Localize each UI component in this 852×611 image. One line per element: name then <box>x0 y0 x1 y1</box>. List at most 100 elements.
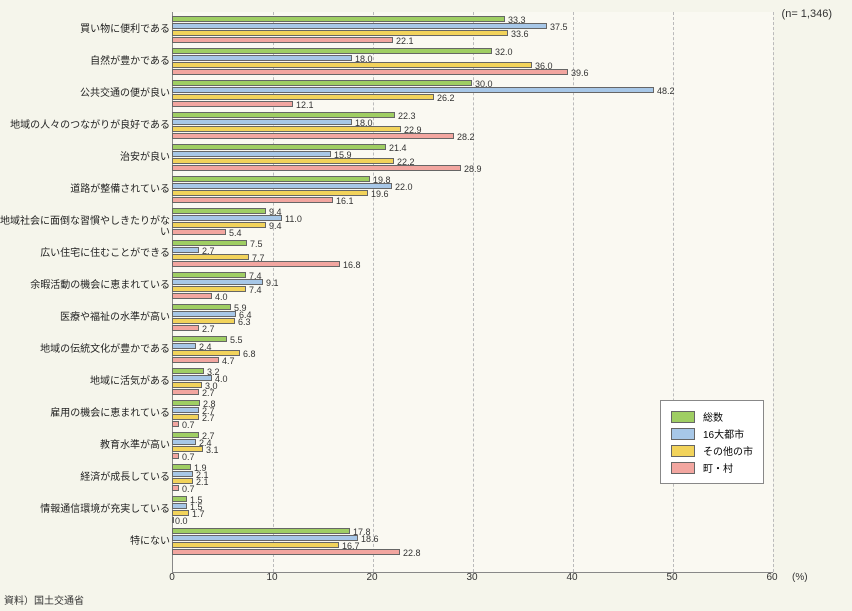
category-group: 情報通信環境が充実している1.51.51.70.0 <box>0 496 852 523</box>
bar-other <box>172 62 532 68</box>
bar-value-label: 4.7 <box>222 356 235 366</box>
x-tick-label: 10 <box>257 572 287 583</box>
category-group: 地域の人々のつながりが良好である22.318.022.928.2 <box>0 112 852 139</box>
bar-value-label: 37.5 <box>550 22 568 32</box>
bar-total <box>172 272 246 278</box>
bar-big16 <box>172 23 547 29</box>
category-group: 広い住宅に住むことができる7.52.77.716.8 <box>0 240 852 267</box>
bar-value-label: 2.7 <box>202 324 215 334</box>
bar-value-label: 12.1 <box>296 100 314 110</box>
x-tick-label: 50 <box>657 572 687 583</box>
bar-town <box>172 357 219 363</box>
category-label: 地域の伝統文化が豊かである <box>0 344 170 355</box>
bar-value-label: 9.1 <box>266 278 279 288</box>
bar-value-label: 6.3 <box>238 317 251 327</box>
bar-big16 <box>172 55 352 61</box>
bar-town <box>172 453 179 459</box>
bar-big16 <box>172 439 196 445</box>
category-label: 地域に活気がある <box>0 376 170 387</box>
bar-town <box>172 517 174 523</box>
bar-value-label: 0.7 <box>182 420 195 430</box>
bar-big16 <box>172 503 187 509</box>
bar-value-label: 9.4 <box>269 221 282 231</box>
bar-other <box>172 254 249 260</box>
bar-value-label: 0.0 <box>175 516 188 526</box>
bar-big16 <box>172 183 392 189</box>
category-group: 特にない17.818.616.722.8 <box>0 528 852 555</box>
category-label: 公共交通の便が良い <box>0 88 170 99</box>
bar-town <box>172 69 568 75</box>
bar-total <box>172 176 370 182</box>
category-group: 自然が豊かである32.018.036.039.6 <box>0 48 852 75</box>
x-tick-label: 20 <box>357 572 387 583</box>
bar-value-label: 26.2 <box>437 93 455 103</box>
bar-other <box>172 222 266 228</box>
bar-big16 <box>172 407 199 413</box>
legend-item: 総数 <box>671 409 753 424</box>
bar-other <box>172 158 394 164</box>
x-axis-unit: (%) <box>792 572 808 583</box>
category-label: 自然が豊かである <box>0 56 170 67</box>
category-label: 買い物に便利である <box>0 24 170 35</box>
bar-value-label: 28.9 <box>464 164 482 174</box>
category-group: 公共交通の便が良い30.048.226.212.1 <box>0 80 852 107</box>
bar-total <box>172 528 350 534</box>
bar-value-label: 48.2 <box>657 86 675 96</box>
bar-town <box>172 133 454 139</box>
bar-value-label: 6.8 <box>243 349 256 359</box>
bar-other <box>172 126 401 132</box>
bar-total <box>172 496 187 502</box>
bar-value-label: 22.8 <box>403 548 421 558</box>
bar-total <box>172 208 266 214</box>
bar-value-label: 11.0 <box>285 214 302 224</box>
bar-total <box>172 368 204 374</box>
bar-town <box>172 389 199 395</box>
bar-town <box>172 485 179 491</box>
category-label: 雇用の機会に恵まれている <box>0 408 170 419</box>
bar-value-label: 33.6 <box>511 29 529 39</box>
bar-total <box>172 80 472 86</box>
legend-item: 町・村 <box>671 460 753 475</box>
category-label: 道路が整備されている <box>0 184 170 195</box>
bar-town <box>172 261 340 267</box>
x-axis: 0102030405060(%) <box>172 572 792 592</box>
bar-big16 <box>172 215 282 221</box>
x-tick-label: 40 <box>557 572 587 583</box>
bar-value-label: 18.6 <box>361 534 379 544</box>
bar-other <box>172 286 246 292</box>
source-label: 資料）国土交通省 <box>4 592 84 607</box>
bar-other <box>172 30 508 36</box>
bar-town <box>172 101 293 107</box>
category-label: 余暇活動の機会に恵まれている <box>0 280 170 291</box>
bar-town <box>172 293 212 299</box>
bar-town <box>172 325 199 331</box>
bar-total <box>172 144 386 150</box>
legend-label: 町・村 <box>703 460 733 475</box>
category-label: 経済が成長している <box>0 472 170 483</box>
category-label: 特にない <box>0 536 170 547</box>
category-group: 地域に活気がある3.24.03.02.7 <box>0 368 852 395</box>
bar-total <box>172 464 191 470</box>
bar-value-label: 5.4 <box>229 228 242 238</box>
bar-big16 <box>172 535 358 541</box>
bar-value-label: 39.6 <box>571 68 589 78</box>
x-tick-label: 0 <box>157 572 187 583</box>
bar-value-label: 28.2 <box>457 132 475 142</box>
legend: 総数16大都市その他の市町・村 <box>660 400 764 484</box>
category-label: 情報通信環境が充実している <box>0 504 170 515</box>
bar-town <box>172 165 461 171</box>
bar-value-label: 16.1 <box>336 196 354 206</box>
bar-big16 <box>172 119 352 125</box>
bar-value-label: 1.7 <box>192 509 205 519</box>
category-group: 地域社会に面倒な習慣やしきたりがない9.411.09.45.4 <box>0 208 852 235</box>
category-group: 治安が良い21.415.922.228.9 <box>0 144 852 171</box>
bar-town <box>172 549 400 555</box>
legend-swatch <box>671 428 695 440</box>
category-group: 地域の伝統文化が豊かである5.52.46.84.7 <box>0 336 852 363</box>
bar-value-label: 7.4 <box>249 285 262 295</box>
bar-value-label: 19.6 <box>371 189 389 199</box>
category-group: 医療や福祉の水準が高い5.96.46.32.7 <box>0 304 852 331</box>
category-label: 医療や福祉の水準が高い <box>0 312 170 323</box>
bar-big16 <box>172 151 331 157</box>
category-label: 教育水準が高い <box>0 440 170 451</box>
